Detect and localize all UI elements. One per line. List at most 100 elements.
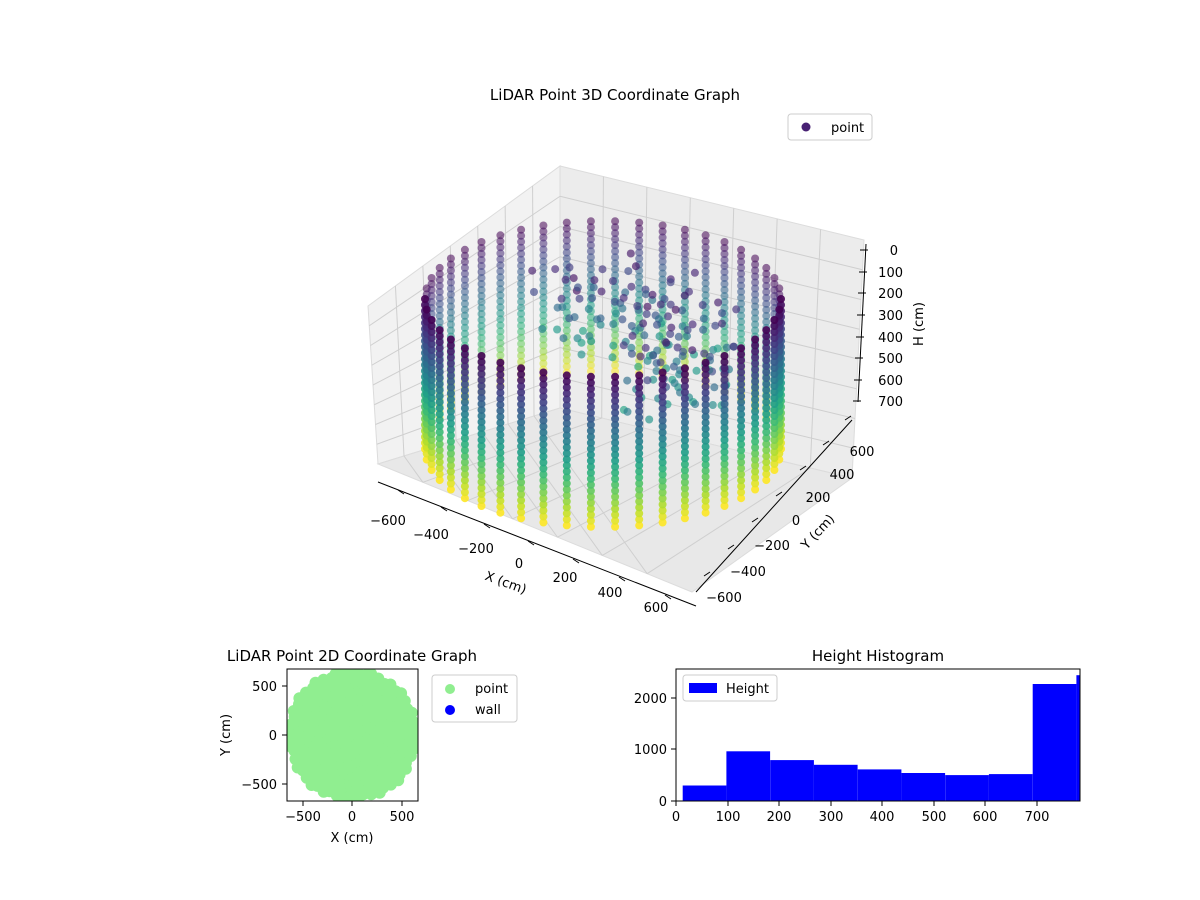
data-point-3d [460, 251, 469, 260]
data-point-3d [477, 490, 486, 498]
data-point-3d [435, 374, 444, 383]
data-point-3d [446, 377, 455, 386]
data-point-3d [762, 452, 771, 461]
data-point-3d [751, 278, 760, 287]
data-point-3d [589, 283, 598, 292]
data-point-3d [698, 301, 707, 309]
data-point-3d [762, 362, 771, 371]
y-tick-label: −200 [754, 539, 790, 554]
data-point-3d [562, 218, 571, 227]
data-point-3d [496, 418, 505, 427]
data-point-3d [496, 442, 505, 451]
data-point-3d [586, 474, 595, 483]
legend-2d: point wall [431, 674, 518, 723]
data-point-3d [446, 407, 455, 416]
data-point-3d [751, 260, 760, 269]
data-point-3d [586, 247, 595, 256]
data-point-3d [586, 450, 595, 459]
data-point-3d [562, 443, 571, 452]
data-point-3d [446, 485, 455, 494]
data-point-3d [575, 294, 584, 303]
data-point-3d [701, 382, 710, 391]
data-point-3d [435, 281, 444, 290]
data-point-3d [588, 294, 597, 303]
data-point-3d [658, 458, 667, 467]
data-point-3d [427, 334, 436, 342]
data-point-3d [496, 249, 505, 258]
data-point-3d [720, 436, 729, 444]
data-point-3d [611, 390, 620, 399]
data-point-3d [762, 422, 771, 431]
data-point-3d [680, 460, 689, 469]
x-tick-label: 200 [767, 810, 792, 825]
data-point-3d [477, 358, 486, 366]
data-point-3d [586, 444, 595, 453]
data-point-3d [635, 248, 644, 257]
data-point-3d [627, 282, 636, 291]
grid-line [559, 286, 859, 360]
data-point-2d [329, 669, 342, 680]
data-point-3d [623, 376, 632, 385]
data-point-3d [701, 249, 710, 258]
data-point-3d [496, 508, 505, 517]
z-tick-label: 100 [878, 266, 903, 281]
data-point-3d [460, 311, 469, 320]
data-point-3d [427, 280, 436, 288]
legend-2d-point-marker [445, 684, 455, 694]
data-point-3d [674, 332, 683, 341]
data-point-2d [384, 678, 397, 691]
data-point-3d [770, 274, 779, 282]
legend-3d-box [787, 113, 873, 141]
data-point-3d [477, 316, 486, 324]
data-point-3d [477, 406, 486, 414]
data-point-3d [720, 424, 729, 432]
data-point-3d [737, 416, 746, 425]
data-point-3d [701, 496, 710, 505]
data-point-3d [460, 392, 469, 401]
data-point-3d [496, 496, 505, 505]
data-point-3d [517, 339, 526, 348]
data-point-3d [652, 367, 661, 375]
grid-line [403, 455, 424, 483]
chart-3d-title: LiDAR Point 3D Coordinate Graph [490, 86, 740, 104]
data-point-3d [586, 319, 595, 328]
data-point-3d [737, 293, 746, 302]
data-point-3d [680, 448, 689, 457]
data-point-3d [435, 350, 444, 359]
data-point-3d [701, 261, 710, 270]
data-point-3d [460, 440, 469, 449]
data-point-3d [446, 308, 455, 317]
data-point-3d [477, 430, 486, 438]
data-point-3d [539, 227, 548, 236]
data-point-3d [631, 262, 640, 271]
histogram-frame [675, 668, 1081, 802]
data-point-3d [658, 374, 667, 383]
data-point-3d [539, 239, 548, 248]
data-point-3d [611, 498, 620, 507]
data-point-3d [762, 398, 771, 407]
data-point-3d [460, 299, 469, 308]
data-point-3d [446, 431, 455, 440]
data-point-3d [635, 473, 644, 482]
data-point-3d [635, 242, 644, 251]
data-point-3d [680, 502, 689, 511]
data-point-3d [477, 472, 486, 480]
data-point-3d [435, 380, 444, 389]
data-point-3d [648, 290, 657, 299]
data-point-3d [427, 442, 436, 450]
data-point-3d [496, 243, 505, 252]
data-point-3d [701, 255, 710, 264]
data-point-3d [435, 368, 444, 377]
data-point-3d [496, 460, 505, 469]
data-point-3d [611, 331, 620, 340]
data-point-3d [562, 254, 571, 263]
data-point-3d [751, 254, 760, 263]
grid-line [559, 256, 860, 330]
data-point-3d [611, 522, 620, 531]
data-point-3d [701, 243, 710, 252]
data-point-3d [762, 299, 771, 308]
data-point-3d [751, 302, 760, 311]
data-point-3d [688, 346, 697, 355]
data-point-3d [446, 467, 455, 476]
data-point-3d [517, 406, 526, 415]
